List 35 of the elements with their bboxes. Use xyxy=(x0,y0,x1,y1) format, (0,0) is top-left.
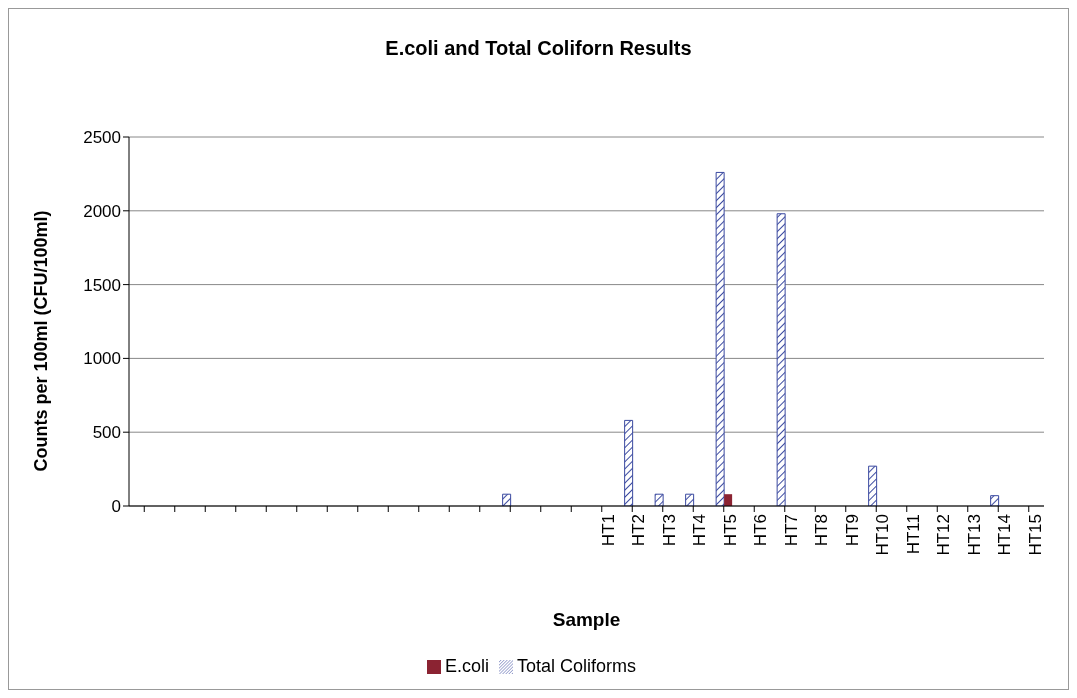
bar xyxy=(654,493,664,506)
x-tick-label: HT9 xyxy=(842,514,862,547)
y-tick-label: 500 xyxy=(92,423,121,443)
x-axis-title: Sample xyxy=(552,609,621,630)
y-tick-label: 2000 xyxy=(83,201,121,221)
x-tick-label: HT1 xyxy=(598,514,618,547)
x-tick-label: HT5 xyxy=(720,514,740,547)
x-tick-label: HT11 xyxy=(903,514,923,555)
bar xyxy=(868,465,878,506)
bar xyxy=(715,171,725,506)
legend-label: E.coli xyxy=(444,656,489,676)
x-tick-label: HT13 xyxy=(964,514,984,556)
x-tick-label: HT3 xyxy=(659,514,679,547)
x-tick-label: HT7 xyxy=(781,514,801,547)
bar xyxy=(502,493,512,506)
bar xyxy=(776,213,786,506)
x-tick-label: HT15 xyxy=(1025,514,1045,556)
chart-title: E.coli and Total Coliforn Results xyxy=(384,36,693,61)
y-tick-label: 1000 xyxy=(83,349,121,369)
bar xyxy=(685,493,695,506)
y-axis-title: Counts per 100ml (CFU/100ml) xyxy=(31,210,52,472)
bar xyxy=(990,495,1000,506)
x-tick-label: HT2 xyxy=(629,514,649,547)
x-tick-label: HT10 xyxy=(873,514,893,556)
bar xyxy=(724,494,733,506)
x-tick-label: HT4 xyxy=(690,514,710,547)
x-tick-label: HT14 xyxy=(995,514,1015,556)
x-tick-label: HT12 xyxy=(934,514,954,556)
x-tick-label: HT6 xyxy=(751,514,771,547)
x-tick-label: HT8 xyxy=(812,514,832,547)
y-tick-label: 0 xyxy=(111,497,121,517)
y-tick-label: 2500 xyxy=(83,128,121,148)
legend-label: Total Coliforms xyxy=(516,656,637,676)
y-tick-label: 1500 xyxy=(83,275,121,295)
bar xyxy=(624,419,634,506)
